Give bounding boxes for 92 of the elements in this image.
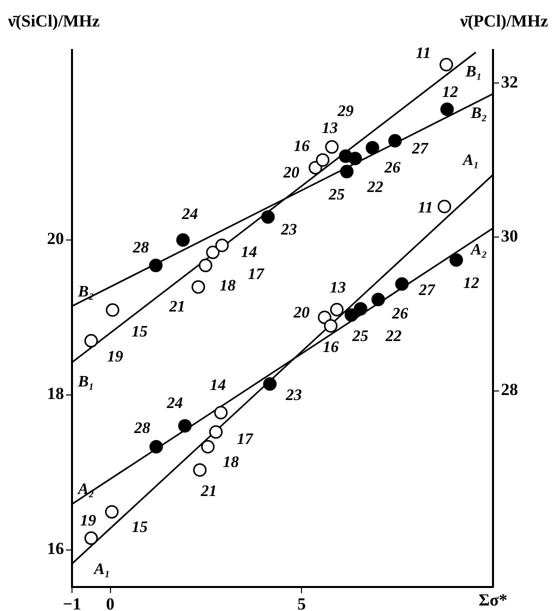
point bbox=[450, 253, 464, 267]
point bbox=[206, 246, 220, 260]
annotation: 12 bbox=[442, 84, 458, 101]
point bbox=[318, 310, 332, 324]
point bbox=[192, 280, 206, 294]
x-tick-label: −1 bbox=[62, 594, 82, 611]
series-label: B₁ bbox=[464, 63, 482, 80]
annotation: 15 bbox=[132, 324, 148, 341]
y2-axis-title: ν̄(PCl)/MHz bbox=[459, 11, 548, 30]
annotation: 14 bbox=[210, 376, 226, 394]
annotation: 14 bbox=[241, 244, 258, 262]
annotation: 21 bbox=[200, 483, 217, 500]
annotation: 16 bbox=[294, 138, 310, 155]
point bbox=[325, 140, 339, 154]
series-label: B₂ bbox=[470, 104, 488, 122]
annotation: 20 bbox=[292, 304, 310, 322]
text: B₁ bbox=[78, 373, 94, 390]
annotation: 24 bbox=[166, 394, 183, 412]
point bbox=[201, 440, 215, 454]
annotation: 19 bbox=[107, 348, 124, 366]
y-axis-title: ν̄(SiCl)/MHz bbox=[7, 11, 100, 30]
annotation: 12 bbox=[463, 275, 480, 292]
text: A₁ bbox=[462, 152, 480, 169]
annotation: 15 bbox=[132, 518, 148, 536]
point bbox=[440, 102, 454, 116]
y-tick-label: 16 bbox=[47, 539, 64, 558]
annotation: 20 bbox=[282, 164, 300, 182]
annotation: 11 bbox=[418, 200, 433, 217]
point bbox=[178, 419, 192, 433]
point bbox=[84, 531, 98, 545]
point bbox=[348, 152, 362, 166]
point bbox=[149, 258, 163, 272]
point bbox=[215, 238, 229, 252]
annotation: 27 bbox=[418, 282, 436, 300]
annotation: 26 bbox=[391, 306, 408, 323]
annotation: 23 bbox=[280, 222, 297, 239]
point bbox=[395, 277, 409, 291]
point bbox=[366, 140, 380, 154]
annotation: 24 bbox=[180, 206, 198, 223]
annotation: 28 bbox=[132, 239, 149, 256]
point bbox=[214, 406, 228, 420]
point bbox=[330, 302, 344, 316]
series-label: A₁ bbox=[93, 560, 110, 578]
annotation: 13 bbox=[330, 280, 346, 297]
annotation: 18 bbox=[220, 277, 236, 294]
point bbox=[84, 334, 98, 348]
point bbox=[344, 308, 358, 322]
annotation: 29 bbox=[336, 102, 354, 120]
annotation: 11 bbox=[416, 44, 431, 62]
annotation: 18 bbox=[222, 454, 239, 471]
y2-tick-label: 32 bbox=[501, 72, 518, 92]
point bbox=[106, 303, 120, 317]
x-tick-label: 0 bbox=[106, 594, 115, 611]
point bbox=[193, 463, 207, 477]
annotation: 25 bbox=[328, 186, 345, 204]
annotation: 25 bbox=[351, 328, 368, 346]
point bbox=[263, 377, 277, 391]
annotation: 28 bbox=[133, 420, 150, 437]
point bbox=[371, 292, 385, 306]
annotation: 16 bbox=[322, 339, 339, 356]
series-label: A₂ bbox=[77, 481, 94, 498]
point bbox=[438, 200, 452, 214]
text: A₂ bbox=[470, 241, 488, 258]
annotation: 27 bbox=[411, 140, 430, 158]
text: B₂ bbox=[78, 283, 94, 300]
point bbox=[176, 233, 190, 247]
annotation: 22 bbox=[366, 179, 384, 196]
annotation: 23 bbox=[284, 387, 302, 404]
point bbox=[324, 319, 338, 333]
annotation: 26 bbox=[383, 159, 400, 176]
point bbox=[440, 58, 454, 72]
point bbox=[388, 134, 402, 148]
annotation: 22 bbox=[384, 328, 402, 345]
point bbox=[209, 425, 223, 439]
point bbox=[316, 153, 330, 167]
annotation: 17 bbox=[248, 266, 265, 284]
point bbox=[149, 440, 163, 454]
point bbox=[340, 164, 354, 178]
y2-tick-label: 30 bbox=[501, 226, 518, 246]
point bbox=[105, 505, 119, 519]
y2-tick-label: 28 bbox=[501, 380, 518, 400]
point bbox=[354, 302, 368, 316]
annotation: 21 bbox=[168, 298, 186, 316]
x-tick-label: 5 bbox=[297, 594, 306, 611]
annotation: 19 bbox=[80, 512, 96, 530]
point bbox=[198, 258, 212, 272]
y-tick-label: 20 bbox=[47, 229, 64, 248]
annotation: 17 bbox=[236, 431, 254, 448]
point bbox=[261, 210, 275, 224]
annotation: 13 bbox=[322, 120, 338, 137]
x-axis-title: Σσ* bbox=[478, 590, 508, 610]
y-tick-label: 18 bbox=[47, 384, 64, 404]
